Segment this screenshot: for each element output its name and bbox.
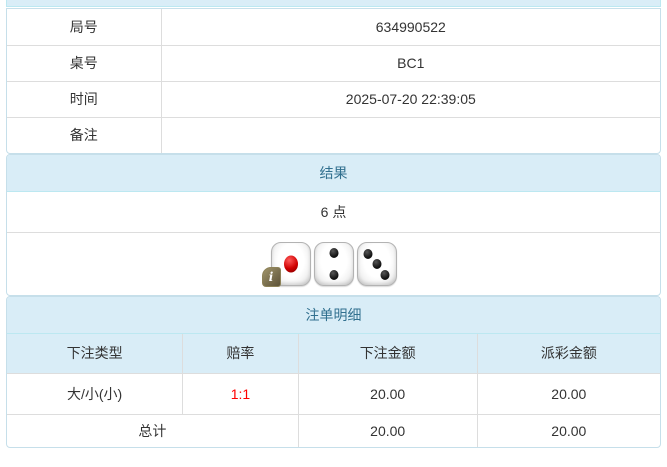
total-row: 总计 20.00 20.00 [7,414,660,447]
total-payout-amount: 20.00 [476,414,660,447]
col-header-bet-type: 下注类型 [7,334,183,374]
bet-type-value: 大/小(小) [7,373,183,415]
die-3-icon [356,242,397,286]
die-2-icon [313,242,354,286]
table-row: 桌号 BC1 [7,44,660,81]
dice-group: i [261,242,397,287]
game-info-panel: 局号 634990522 桌号 BC1 时间 2025-07-20 22:39:… [6,8,661,154]
col-header-odds: 赔率 [182,334,299,374]
table-row: 局号 634990522 [7,9,660,45]
bet-payout-value: 20.00 [476,373,660,415]
result-points: 6 点 [7,192,660,233]
top-header-strip-partial [6,0,661,7]
bets-table: 下注类型 赔率 下注金额 派彩金额 大/小(小) 1:1 20.00 20.00… [7,334,660,447]
result-panel: 结果 6 点 i [6,154,661,296]
round-number-label: 局号 [7,9,162,45]
table-number-value: BC1 [161,44,660,81]
table-row: 时间 2025-07-20 22:39:05 [7,80,660,117]
total-bet-amount: 20.00 [297,414,478,447]
table-number-label: 桌号 [7,44,162,81]
info-icon[interactable]: i [261,267,281,287]
remark-value [161,116,660,153]
round-number-value: 634990522 [375,18,446,35]
dice-row: i [7,233,660,295]
bet-odds-value: 1:1 [182,373,299,415]
table-row: 备注 [7,116,660,153]
time-label: 时间 [7,80,162,117]
bets-panel-title: 注单明细 [7,297,660,334]
bets-panel: 注单明细 下注类型 赔率 下注金额 派彩金额 大/小(小) 1:1 20.00 … [6,296,661,448]
bet-row: 大/小(小) 1:1 20.00 20.00 [7,373,660,415]
remark-label: 备注 [7,116,162,153]
time-value: 2025-07-20 22:39:05 [161,80,660,117]
bet-amount-value: 20.00 [297,373,478,415]
col-header-bet-amount: 下注金额 [297,334,478,374]
col-header-payout-amount: 派彩金额 [476,334,660,374]
result-panel-title: 结果 [7,155,660,192]
bets-table-header-row: 下注类型 赔率 下注金额 派彩金额 [7,334,660,374]
total-label: 总计 [138,422,167,439]
game-info-table: 局号 634990522 桌号 BC1 时间 2025-07-20 22:39:… [7,9,660,153]
